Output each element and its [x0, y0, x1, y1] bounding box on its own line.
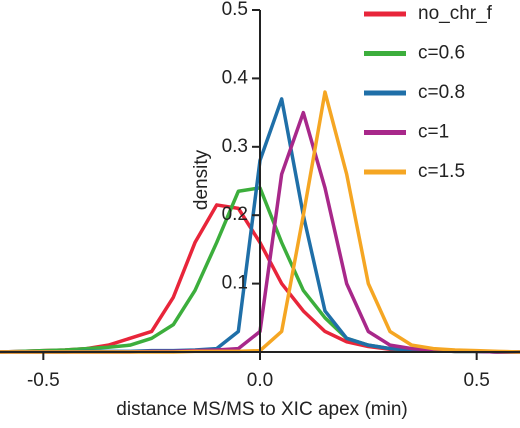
- legend-label: c=1.5: [418, 161, 465, 182]
- x-axis-label: distance MS/MS to XIC apex (min): [116, 399, 407, 420]
- legend-label: c=0.8: [418, 82, 465, 103]
- y-tick-label: 0.4: [222, 67, 249, 88]
- y-tick-label: 0.5: [222, 0, 248, 20]
- y-tick-label: 0.1: [222, 273, 248, 294]
- legend-label: c=1: [418, 122, 449, 143]
- legend-label: no_chr_f: [418, 3, 493, 24]
- y-tick-label: 0.2: [222, 204, 248, 225]
- y-axis-label: density: [191, 149, 212, 210]
- x-tick-label: 0.5: [463, 370, 489, 391]
- x-tick-label: 0.0: [247, 370, 273, 391]
- y-tick-label: 0.3: [222, 136, 248, 157]
- legend-label: c=0.6: [418, 43, 465, 64]
- x-tick-label: -0.5: [27, 370, 60, 391]
